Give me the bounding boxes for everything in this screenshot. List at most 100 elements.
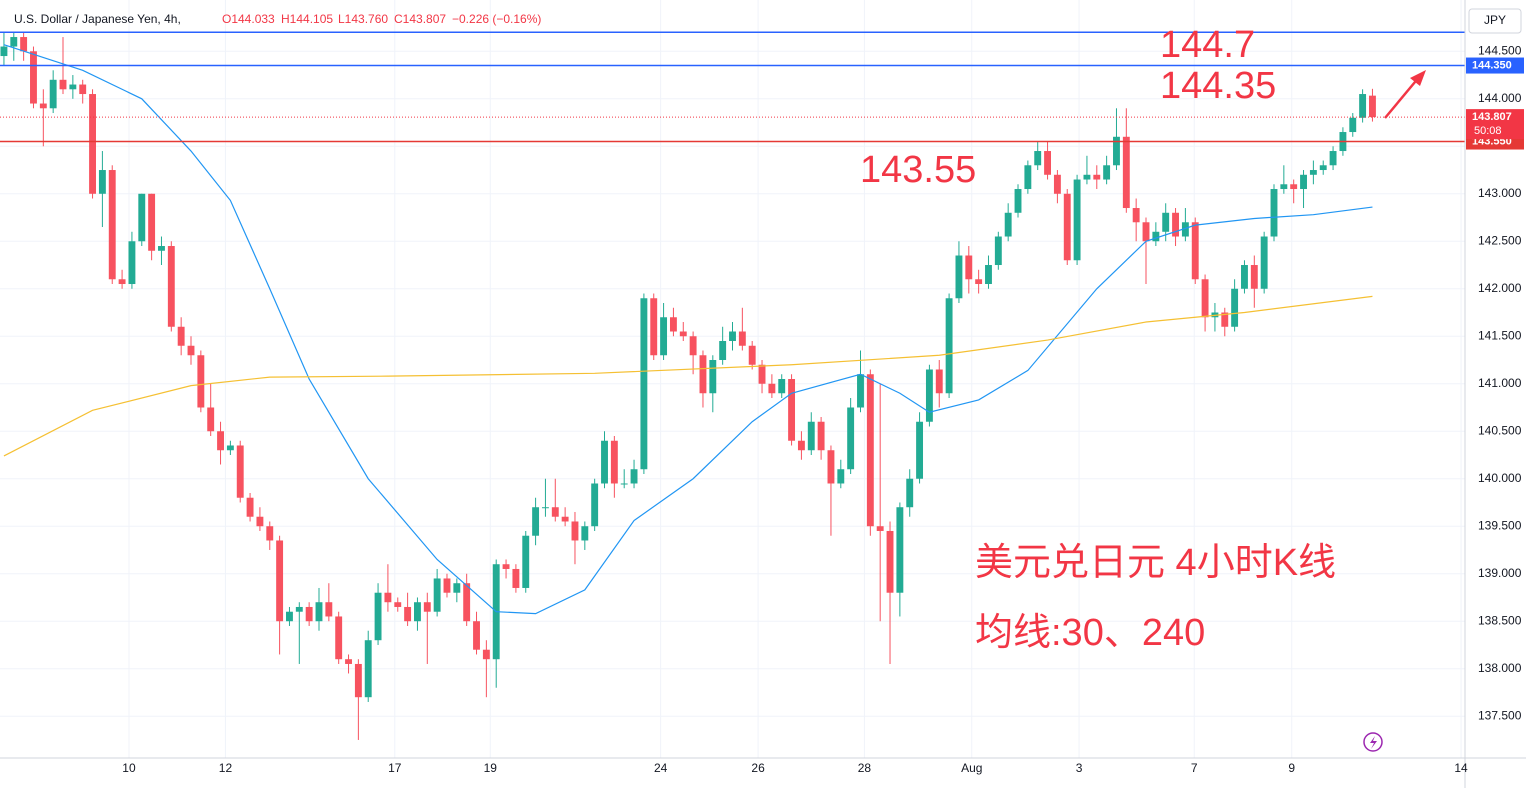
candle-body <box>364 640 372 698</box>
candle-body <box>207 407 215 432</box>
last-price-label: 143.807 <box>1472 111 1512 123</box>
candle-body <box>305 606 313 622</box>
change: −0.226 (−0.16%) <box>452 12 541 26</box>
candle-body <box>1113 136 1120 166</box>
candle-body <box>916 421 924 479</box>
y-tick-label: 140.500 <box>1478 423 1522 437</box>
y-tick-label: 142.500 <box>1478 233 1522 247</box>
candle-body <box>30 51 37 104</box>
alert-bolt <box>1370 736 1377 749</box>
open: O144.033 <box>222 12 275 26</box>
candle-body <box>1053 174 1061 194</box>
candle-body <box>394 602 402 607</box>
candle-body <box>945 298 953 394</box>
candle-body <box>876 526 884 531</box>
y-tick-label: 139.500 <box>1478 518 1522 532</box>
candle-body <box>59 79 67 90</box>
grid <box>0 0 1465 758</box>
candle-body <box>463 583 471 622</box>
y-tick-label: 142.000 <box>1478 281 1522 295</box>
candle-body <box>857 374 864 408</box>
candle-body <box>79 84 87 95</box>
candle-body <box>925 369 933 422</box>
y-tick-label: 144.000 <box>1478 91 1522 105</box>
y-tick-label: 141.000 <box>1478 376 1522 390</box>
x-tick-label: 28 <box>858 761 872 775</box>
candle-body <box>1142 222 1150 242</box>
y-tick-label: 141.500 <box>1478 328 1522 342</box>
candle-body <box>541 507 549 509</box>
alert-icon[interactable] <box>1363 732 1383 752</box>
candle-body <box>640 298 648 470</box>
candle-body <box>807 421 815 451</box>
candle-body <box>1152 231 1160 242</box>
candle-body <box>39 103 47 109</box>
candle-body <box>1132 208 1140 223</box>
candle-body <box>1241 265 1248 289</box>
candle-body <box>1004 212 1012 237</box>
candle-body <box>148 193 156 251</box>
y-tick-label: 137.500 <box>1478 708 1522 722</box>
moving-average <box>3 295 1373 457</box>
candle-body <box>89 94 96 194</box>
candle-body <box>1093 174 1101 180</box>
candle-body <box>246 497 254 517</box>
candle-body <box>1162 212 1170 232</box>
candle-body <box>650 298 658 356</box>
candle-body <box>354 663 362 698</box>
x-tick-label: 10 <box>122 761 136 775</box>
candle-body <box>571 521 579 541</box>
candle-body <box>167 246 175 327</box>
candle-body <box>709 360 717 394</box>
candle-body <box>532 507 540 536</box>
candle-body <box>610 440 618 484</box>
candle-body <box>1044 151 1051 175</box>
candle-body <box>325 602 333 617</box>
candle-body <box>1309 170 1317 175</box>
candle-body <box>108 170 116 280</box>
candle-body <box>994 236 1002 266</box>
candle-body <box>906 478 914 508</box>
candle-body <box>758 364 766 384</box>
candle-body <box>10 37 18 47</box>
currency-box[interactable] <box>1468 8 1522 34</box>
candle-body <box>128 241 136 285</box>
candle-body <box>788 379 796 441</box>
candle-body <box>473 621 480 650</box>
candle-body <box>315 602 323 622</box>
candle-body <box>1231 288 1239 327</box>
candle-body <box>236 445 244 498</box>
marks <box>0 31 1465 740</box>
candle-body <box>965 255 973 280</box>
candle-body <box>158 246 165 251</box>
x-tick-label: Aug <box>961 761 982 775</box>
candle-body <box>217 431 224 451</box>
candle-body <box>699 355 707 394</box>
candle-body <box>551 507 559 517</box>
candle-body <box>1181 222 1189 237</box>
candle-body <box>561 516 569 522</box>
candle-body <box>266 526 274 541</box>
close: C143.807 <box>394 12 446 26</box>
candle-body <box>374 592 382 641</box>
y-tick-label: 138.500 <box>1478 613 1522 627</box>
candle-body <box>256 516 264 527</box>
candle-body <box>1319 165 1327 171</box>
candle-body <box>0 46 8 57</box>
countdown: 50:08 <box>1474 125 1502 137</box>
candle-body <box>778 379 786 394</box>
candle-body <box>817 421 825 451</box>
candle-body <box>827 450 835 484</box>
candle-body <box>404 606 412 622</box>
candle-body <box>630 469 638 484</box>
candle-body <box>177 326 185 346</box>
candle-body <box>1014 189 1022 213</box>
candle-body <box>1280 184 1288 190</box>
candle-body <box>226 445 234 451</box>
candle-body <box>1083 174 1091 180</box>
high: H144.105 <box>281 12 333 26</box>
symbol: U.S. Dollar / Japanese Yen, 4h, <box>14 12 181 26</box>
moving-average <box>3 44 1373 615</box>
annotation: 143.55 <box>860 149 976 191</box>
candle-body <box>1329 151 1337 166</box>
